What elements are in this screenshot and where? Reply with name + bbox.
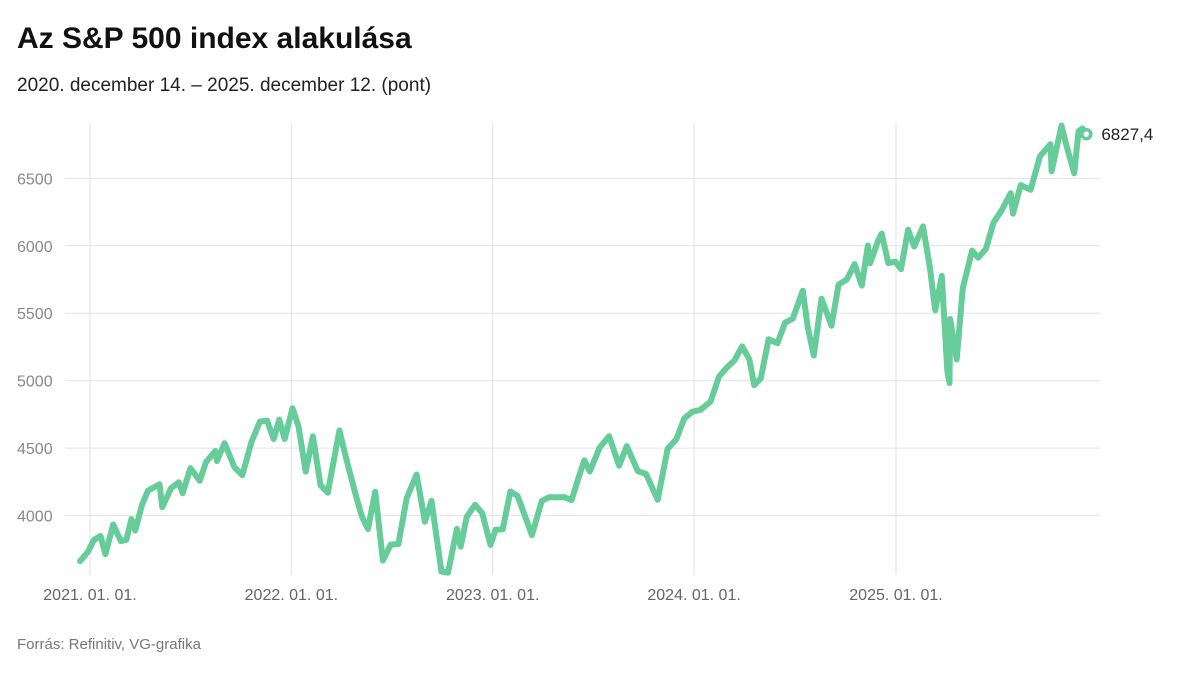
y-tick-label: 4000 [17,509,53,526]
end-value-label: 6827,4 [1101,125,1153,144]
x-tick-label: 2024. 01. 01. [647,587,740,604]
end-point-marker [1080,127,1093,141]
y-tick-label: 6000 [17,239,53,256]
x-tick-label: 2021. 01. 01. [43,587,136,604]
x-tick-label: 2023. 01. 01. [446,587,539,604]
y-tick-label: 5000 [17,374,53,391]
y-tick-label: 6500 [17,171,53,188]
y-tick-label: 4500 [17,441,53,458]
y-tick-label: 5500 [17,306,53,323]
chart-subtitle: 2020. december 14. – 2025. december 12. … [17,75,432,96]
x-tick-label: 2025. 01. 01. [849,587,942,604]
chart-title: Az S&P 500 index alakulása [17,22,412,55]
x-tick-label: 2022. 01. 01. [245,587,338,604]
sp500-line [77,122,1090,576]
source-note: Forrás: Refinitiv, VG-grafika [17,636,201,653]
